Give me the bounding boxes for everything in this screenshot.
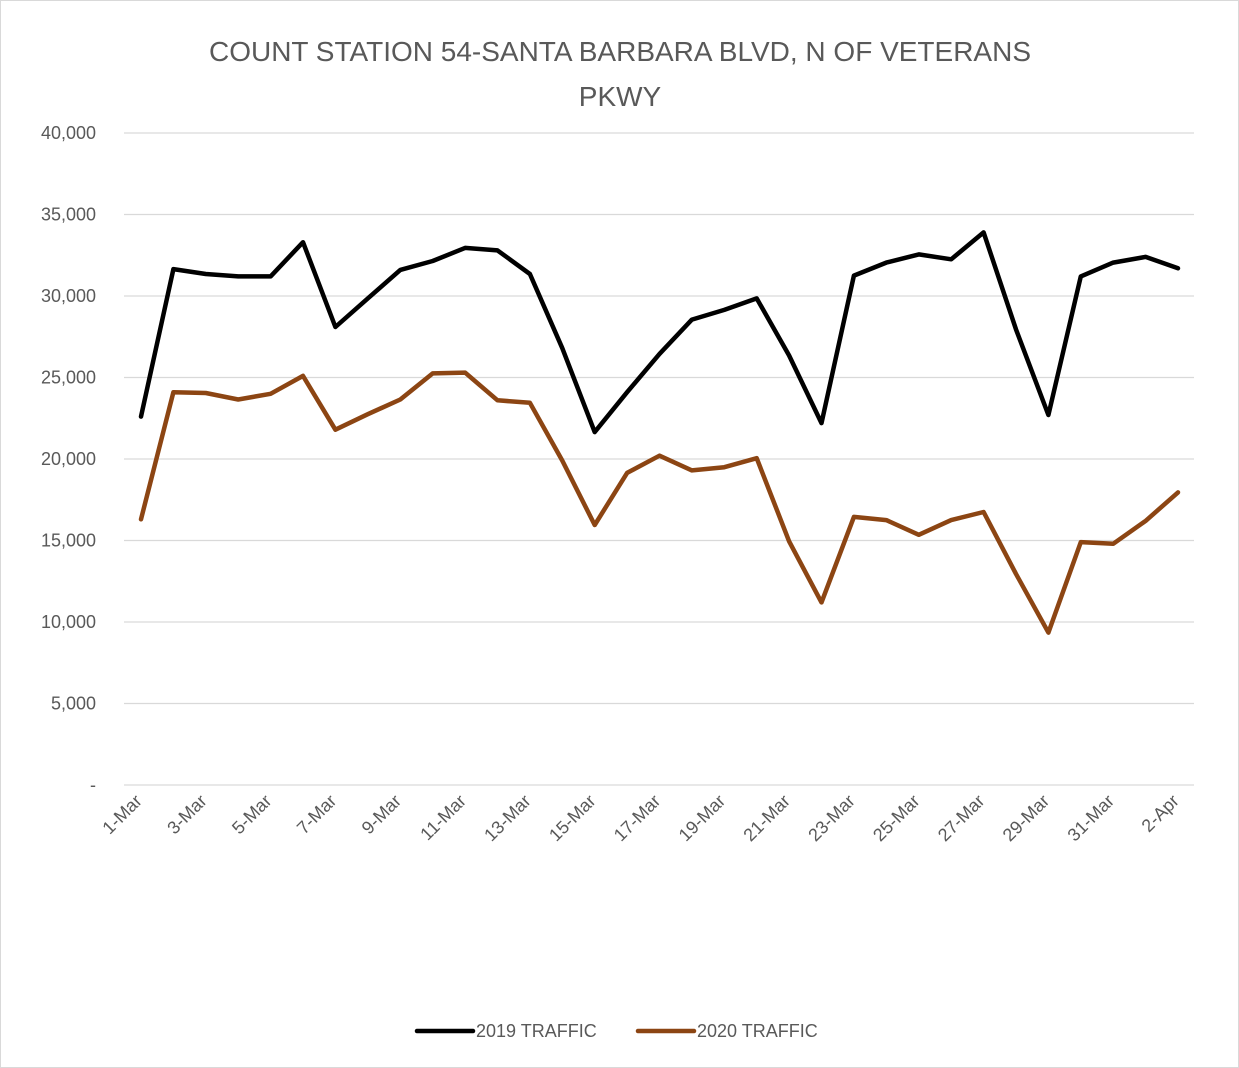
y-tick-label: - — [90, 775, 96, 795]
x-tick-label: 25-Mar — [869, 791, 923, 845]
chart-title-line-2: PKWY — [579, 81, 662, 112]
x-tick-label: 15-Mar — [545, 791, 599, 845]
y-tick-label: 35,000 — [41, 205, 96, 225]
legend-label-1: 2019 TRAFFIC — [476, 1021, 597, 1041]
y-tick-label: 5,000 — [51, 694, 96, 714]
x-tick-label: 5-Mar — [228, 791, 275, 838]
chart-title-line-1: COUNT STATION 54-SANTA BARBARA BLVD, N O… — [209, 36, 1031, 67]
x-tick-label: 23-Mar — [804, 791, 858, 845]
series-line-1 — [138, 230, 1181, 435]
x-tick-label: 7-Mar — [293, 791, 340, 838]
y-tick-label: 40,000 — [41, 123, 96, 143]
y-tick-label: 20,000 — [41, 449, 96, 469]
x-tick-label: 27-Mar — [934, 791, 988, 845]
x-tick-label: 29-Mar — [999, 791, 1053, 845]
x-tick-label: 19-Mar — [675, 791, 729, 845]
y-tick-label: 15,000 — [41, 531, 96, 551]
x-tick-label: 3-Mar — [163, 791, 210, 838]
x-tick-label: 31-Mar — [1064, 791, 1118, 845]
legend-label-2: 2020 TRAFFIC — [697, 1021, 818, 1041]
y-tick-label: 25,000 — [41, 368, 96, 388]
x-tick-label: 21-Mar — [739, 791, 793, 845]
y-tick-label: 10,000 — [41, 612, 96, 632]
x-tick-label: 2-Apr — [1138, 791, 1183, 836]
x-tick-label: 9-Mar — [358, 791, 405, 838]
series-line-2 — [138, 370, 1181, 635]
x-tick-label: 11-Mar — [416, 791, 470, 845]
x-tick-label: 13-Mar — [480, 791, 534, 845]
x-tick-label: 17-Mar — [610, 791, 664, 845]
x-tick-label: 1-Mar — [98, 791, 145, 838]
y-tick-label: 30,000 — [41, 286, 96, 306]
